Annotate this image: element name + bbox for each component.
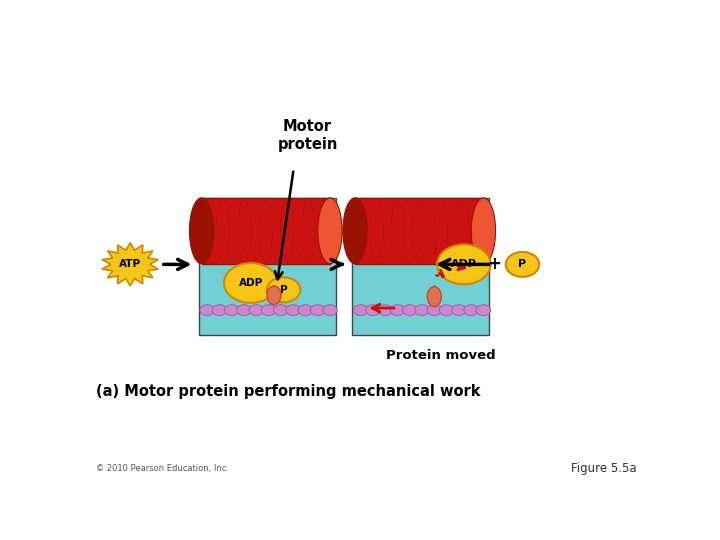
Text: Figure 5.5a: Figure 5.5a — [571, 462, 637, 475]
Circle shape — [274, 305, 288, 315]
Circle shape — [366, 305, 380, 315]
Ellipse shape — [471, 198, 495, 264]
Circle shape — [212, 305, 227, 315]
Circle shape — [427, 305, 441, 315]
Ellipse shape — [427, 287, 441, 307]
Text: (a) Motor protein performing mechanical work: (a) Motor protein performing mechanical … — [96, 384, 480, 399]
Circle shape — [298, 305, 312, 315]
Circle shape — [323, 305, 337, 315]
Text: © 2010 Pearson Education, Inc.: © 2010 Pearson Education, Inc. — [96, 464, 228, 472]
Circle shape — [267, 278, 300, 302]
Text: +: + — [487, 255, 502, 273]
Circle shape — [464, 305, 478, 315]
FancyBboxPatch shape — [352, 198, 489, 335]
Circle shape — [225, 305, 239, 315]
Circle shape — [354, 305, 368, 315]
Ellipse shape — [318, 198, 342, 264]
Ellipse shape — [189, 198, 214, 264]
Text: ADP: ADP — [451, 259, 477, 269]
Circle shape — [249, 305, 264, 315]
Text: Motor
protein: Motor protein — [277, 119, 338, 152]
Text: ADP: ADP — [238, 278, 263, 288]
Bar — [202, 198, 330, 264]
Text: P: P — [280, 285, 287, 295]
Polygon shape — [102, 243, 158, 286]
Circle shape — [237, 305, 251, 315]
Circle shape — [261, 305, 276, 315]
FancyBboxPatch shape — [199, 198, 336, 335]
Text: P: P — [518, 259, 526, 269]
Bar — [355, 198, 483, 264]
Ellipse shape — [343, 198, 367, 264]
Circle shape — [476, 305, 490, 315]
Circle shape — [310, 305, 325, 315]
Circle shape — [402, 305, 417, 315]
Circle shape — [390, 305, 405, 315]
Text: ATP: ATP — [119, 259, 141, 269]
Circle shape — [451, 305, 466, 315]
Circle shape — [286, 305, 300, 315]
Circle shape — [378, 305, 392, 315]
Circle shape — [505, 252, 539, 277]
Circle shape — [415, 305, 429, 315]
Circle shape — [439, 305, 454, 315]
Text: Protein moved: Protein moved — [387, 349, 496, 362]
Ellipse shape — [267, 286, 281, 305]
Circle shape — [200, 305, 215, 315]
Circle shape — [437, 245, 490, 285]
Circle shape — [224, 263, 277, 303]
